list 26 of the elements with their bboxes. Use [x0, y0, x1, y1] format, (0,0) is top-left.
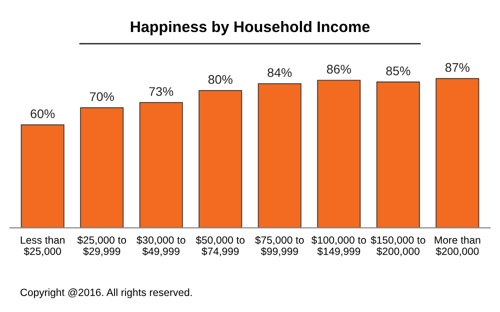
bar [436, 78, 480, 228]
x-tick-label: $100,000 to $149,999 [311, 236, 366, 256]
x-tick-label: $150,000 to $200,000 [370, 236, 426, 256]
data-label: 87% [445, 63, 470, 72]
data-label: 73% [149, 87, 174, 96]
data-label: 60% [30, 109, 55, 118]
x-tick-label: $30,000 to $49,999 [136, 236, 186, 256]
chart-title: Happiness by Household Income [130, 20, 370, 36]
data-label: 85% [386, 66, 410, 76]
bar [198, 90, 242, 228]
bar [376, 82, 420, 228]
data-label: 70% [90, 92, 114, 102]
x-tick-label: $25,000 to $29,999 [77, 236, 126, 256]
text: Copyright @2016. All rights reserved. [20, 288, 192, 298]
x-tick-label: Less than $25,000 [20, 236, 65, 256]
bar [20, 124, 64, 228]
bar [317, 80, 361, 228]
data-label: 84% [268, 68, 292, 78]
x-tick-label: More than $200,000 [434, 236, 480, 256]
data-label: 80% [208, 75, 232, 84]
x-tick-label: $50,000 to $74,999 [196, 236, 245, 256]
x-tick-label: $75,000 to $99,999 [255, 236, 304, 256]
data-label: 86% [326, 64, 351, 74]
bar [258, 83, 302, 228]
bar [139, 102, 183, 228]
bar [80, 107, 124, 228]
